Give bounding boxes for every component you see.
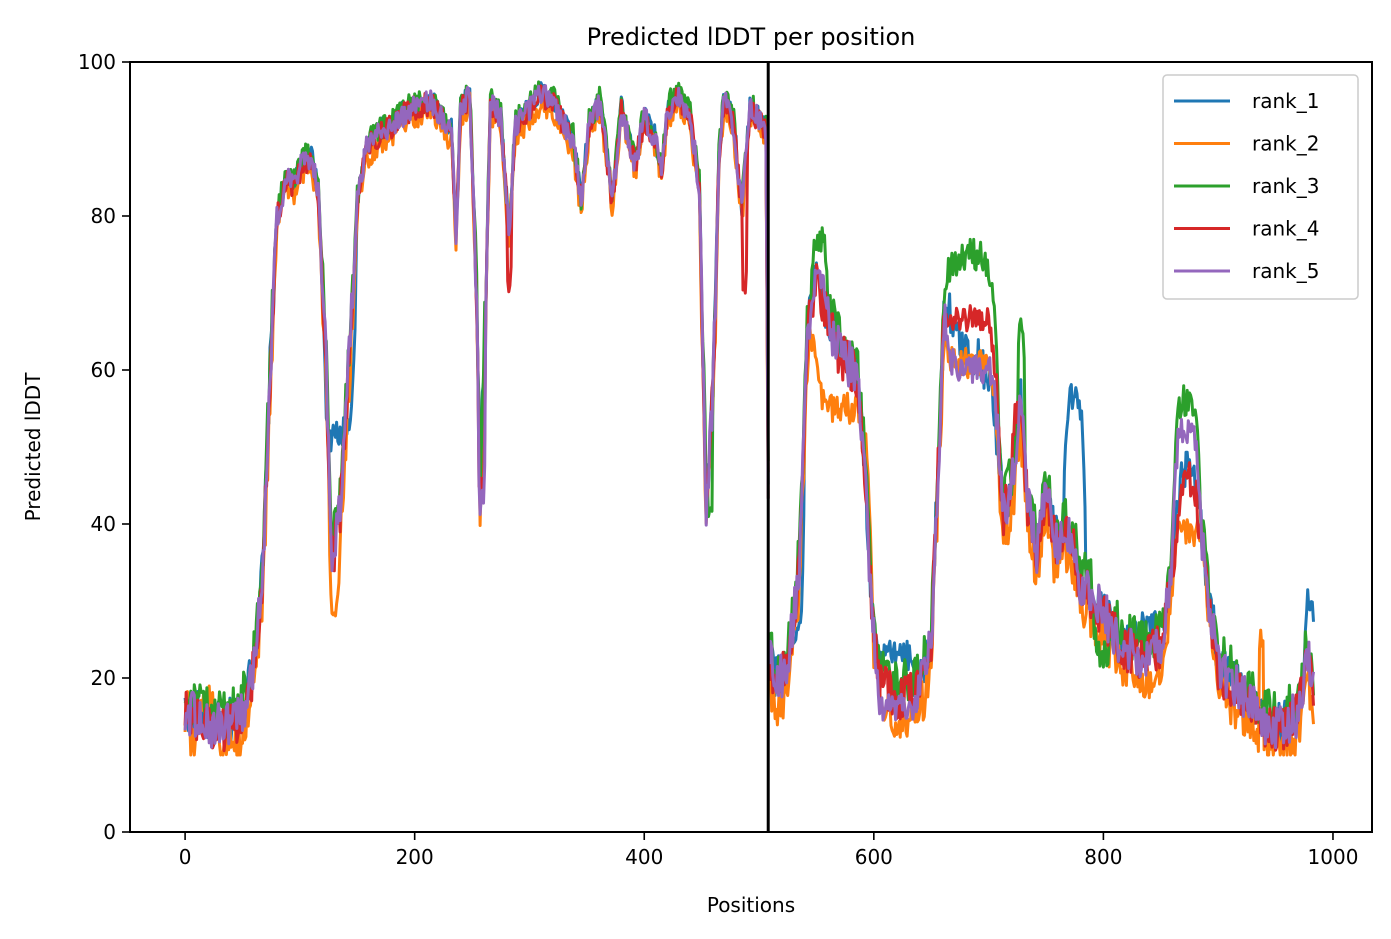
x-axis-label: Positions (707, 893, 795, 917)
legend-label-rank_4: rank_4 (1252, 217, 1319, 241)
y-axis-label: Predicted lDDT (21, 372, 45, 522)
y-tick-label: 80 (91, 204, 116, 228)
legend-label-rank_3: rank_3 (1252, 174, 1319, 198)
chart-title: Predicted lDDT per position (587, 23, 916, 51)
axes-frame (129, 61, 1373, 833)
legend-label-rank_2: rank_2 (1252, 132, 1319, 156)
y-tick-label: 20 (91, 666, 116, 690)
x-tick-label: 600 (855, 845, 893, 869)
x-tick-label: 200 (396, 845, 434, 869)
y-axis: 0 20 40 60 80 100 (78, 50, 130, 844)
legend: rank_1 rank_2 rank_3 rank_4 rank_5 (1162, 74, 1359, 300)
series-line-rank_5 (183, 84, 1315, 749)
x-axis: 0 200 400 600 800 1000 (179, 832, 1359, 869)
y-tick-label: 100 (78, 50, 116, 74)
x-tick-label: 800 (1084, 845, 1122, 869)
y-tick-label: 60 (91, 358, 116, 382)
y-tick-label: 40 (91, 512, 116, 536)
x-tick-label: 0 (179, 845, 192, 869)
legend-label-rank_1: rank_1 (1252, 89, 1319, 113)
x-tick-label: 1000 (1308, 845, 1359, 869)
y-tick-label: 0 (103, 820, 116, 844)
plot-area (129, 61, 1373, 833)
x-tick-label: 400 (625, 845, 663, 869)
legend-label-rank_5: rank_5 (1252, 259, 1319, 283)
